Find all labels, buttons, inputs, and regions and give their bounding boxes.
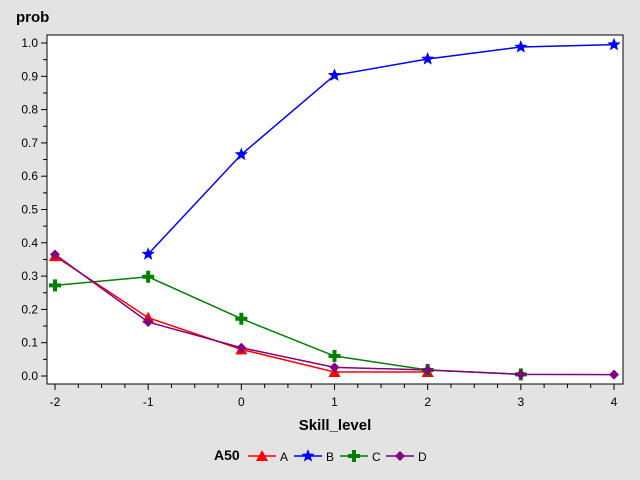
x-tick-label: 3 bbox=[517, 395, 524, 409]
legend-marker-a bbox=[256, 450, 268, 461]
legend-marker-c bbox=[348, 450, 360, 462]
series-d-point bbox=[422, 365, 433, 376]
legend-title: A50 bbox=[214, 447, 240, 463]
x-tick-label: 4 bbox=[611, 395, 618, 409]
y-tick-label: 0.6 bbox=[21, 169, 38, 183]
y-tick-label: 0.8 bbox=[21, 103, 38, 117]
y-axis: 0.0 0.1 0.2 0.3 0.4 0.5 0.6 0.7 0.8 0.9 1.0 bbox=[21, 36, 47, 383]
series-c-point bbox=[235, 312, 248, 325]
x-tick-label: -2 bbox=[50, 395, 61, 409]
legend: A50 A B C D bbox=[214, 447, 427, 464]
legend-item-b: B bbox=[294, 449, 334, 464]
series-b-point bbox=[421, 51, 435, 65]
series-d-point bbox=[50, 249, 60, 260]
x-axis-title: Skill_level bbox=[299, 417, 372, 434]
x-tick-label: -1 bbox=[143, 395, 154, 409]
legend-label-b: B bbox=[326, 450, 334, 464]
series-b-point bbox=[327, 68, 342, 81]
series-b-point bbox=[141, 247, 155, 260]
series-d-point bbox=[236, 342, 247, 353]
y-tick-label: 0.4 bbox=[21, 236, 38, 250]
series-c-point bbox=[328, 350, 341, 363]
legend-marker-b bbox=[301, 449, 315, 462]
series-b-point bbox=[514, 40, 528, 53]
series-d-point bbox=[329, 362, 340, 373]
series-c-point bbox=[142, 270, 155, 283]
y-axis-title: prob bbox=[16, 9, 49, 26]
series-b bbox=[141, 37, 621, 260]
plot-area bbox=[46, 34, 624, 385]
legend-item-a: A bbox=[248, 450, 288, 464]
y-tick-label: 0.3 bbox=[21, 269, 38, 283]
series-b-point bbox=[607, 37, 621, 51]
legend-label-d: D bbox=[418, 450, 427, 464]
y-tick-label: 0.1 bbox=[21, 336, 38, 350]
series-d-point bbox=[609, 369, 619, 380]
legend-item-c: C bbox=[340, 450, 381, 464]
series-d-point bbox=[143, 317, 154, 328]
x-tick-label: 1 bbox=[331, 395, 338, 409]
y-tick-label: 0.2 bbox=[21, 302, 38, 316]
legend-label-c: C bbox=[372, 450, 381, 464]
x-tick-label: 2 bbox=[424, 395, 431, 409]
series-layer bbox=[49, 37, 621, 381]
y-tick-label: 0.9 bbox=[21, 69, 38, 83]
series-b-point bbox=[234, 147, 248, 161]
y-tick-label: 0.0 bbox=[21, 369, 38, 383]
series-d-point bbox=[515, 369, 526, 380]
y-tick-label: 0.7 bbox=[21, 136, 38, 150]
series-c-point bbox=[49, 279, 61, 292]
legend-label-a: A bbox=[280, 450, 288, 464]
x-axis: -2 -1 0 1 2 3 4 bbox=[50, 384, 618, 409]
x-tick-label: 0 bbox=[238, 395, 245, 409]
series-d bbox=[50, 249, 619, 380]
y-tick-label: 0.5 bbox=[21, 203, 38, 217]
legend-item-d: D bbox=[386, 450, 427, 464]
legend-marker-d bbox=[395, 451, 405, 461]
y-tick-label: 1.0 bbox=[21, 36, 38, 50]
series-b-line bbox=[147, 43, 615, 255]
